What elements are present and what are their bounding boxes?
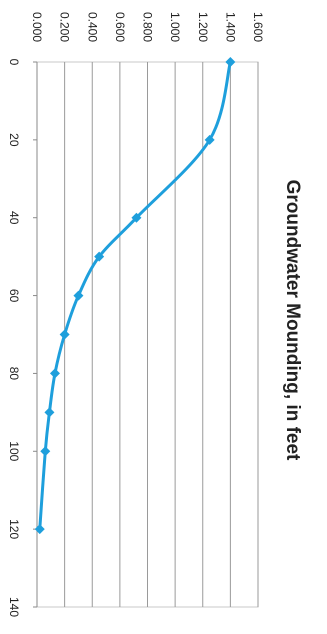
axes [33,61,38,608]
value-tick-label: 1.400 [223,12,237,42]
data-point-marker [204,134,215,145]
distance-tick-label: 120 [7,519,21,539]
data-point-marker [40,446,51,457]
distance-axis-tick-labels: 0 20 40 60 80 100 120 140 [7,59,21,618]
distance-tick-label: 0 [7,59,21,66]
value-tick-label: 0.200 [58,12,72,42]
value-tick-label: 1.200 [196,12,210,42]
chart-title: Groundwater Mounding, in feet [282,180,303,461]
value-axis-tick-labels: 0.000 0.200 0.400 0.600 0.800 1.000 1.200 1.400… [30,12,265,42]
data-point-marker [94,251,105,262]
data-point-marker [49,368,60,379]
data-point-marker [44,407,55,418]
value-tick-label: 1.600 [251,12,265,42]
distance-tick-label: 20 [7,133,21,147]
series-mounding [34,57,236,535]
data-point-marker [225,57,236,67]
data-point-marker [131,212,142,223]
distance-tick-label: 60 [7,289,21,303]
data-point-marker [73,290,84,301]
value-tick-label: 0.600 [113,12,127,42]
distance-tick-label: 140 [7,597,21,617]
distance-tick-label: 100 [7,441,21,461]
data-point-marker [59,329,70,340]
value-tick-label: 0.400 [85,12,99,42]
data-point-marker [34,524,45,535]
distance-tick-label: 80 [7,367,21,381]
value-tick-label: 0.000 [30,12,44,42]
distance-tick-label: 40 [7,211,21,225]
value-tick-label: 1.000 [168,12,182,42]
value-tick-label: 0.800 [141,12,155,42]
gridlines [36,61,259,608]
series-line [38,60,232,531]
